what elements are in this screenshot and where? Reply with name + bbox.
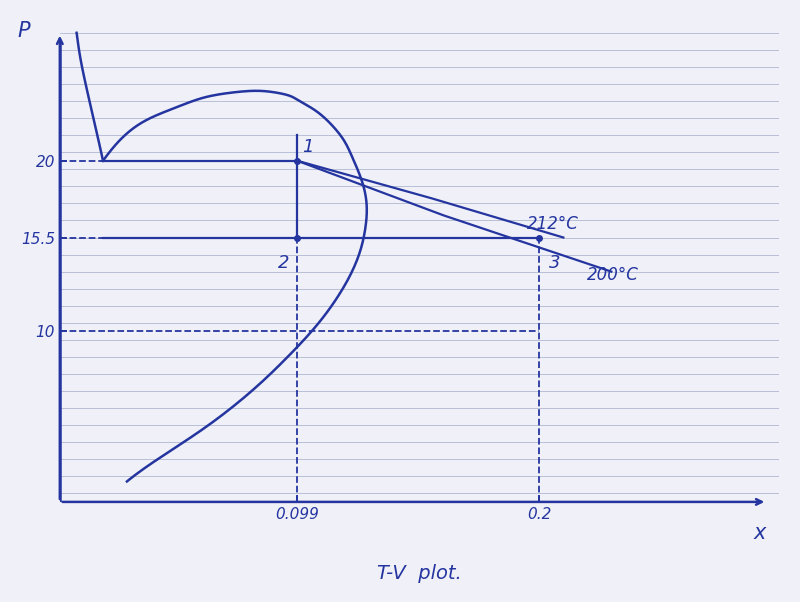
Text: T-V  plot.: T-V plot.: [377, 564, 462, 583]
Text: x: x: [754, 523, 766, 542]
Text: 200°C: 200°C: [587, 266, 639, 284]
Text: 3: 3: [549, 254, 561, 272]
Text: 2: 2: [278, 254, 290, 272]
Text: 1: 1: [302, 138, 314, 156]
Text: P: P: [18, 21, 30, 42]
Text: 212°C: 212°C: [527, 215, 579, 233]
